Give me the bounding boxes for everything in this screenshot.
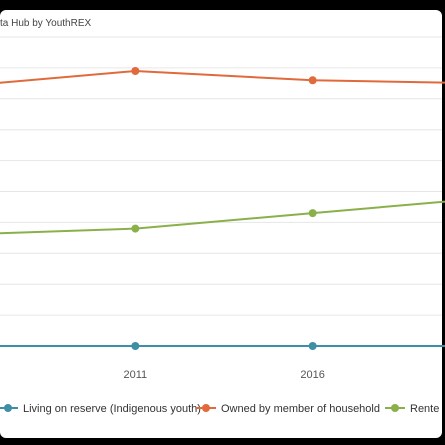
x-tick-label: 2011 [124,369,148,381]
x-axis: 2011 2016 [124,369,325,381]
legend-item-0: Living on reserve (Indigenous youth) [0,403,201,415]
data-point [131,224,140,233]
legend-item-2: Rente [385,403,439,415]
legend-label: Owned by member of household [221,403,380,415]
data-point [308,342,317,350]
data-point [131,66,140,75]
series-points [131,66,317,350]
legend: Living on reserve (Indigenous youth) Owne… [0,403,439,415]
legend-label: Rente [410,403,439,415]
legend-swatch-marker [391,404,399,412]
series-line-1 [0,69,445,84]
legend-label: Living on reserve (Indigenous youth) [23,403,201,415]
data-point [308,76,317,85]
x-tick-label: 2016 [300,369,324,381]
data-point [131,342,140,350]
series-line-2 [0,200,445,235]
series-lines [0,69,445,347]
data-point [308,209,317,218]
legend-swatch-marker [202,404,210,412]
chart-credit: ta Hub by YouthREX [0,18,92,29]
gridlines [0,36,442,347]
legend-swatch-marker [4,404,12,412]
legend-item-1: Owned by member of household [196,403,380,415]
